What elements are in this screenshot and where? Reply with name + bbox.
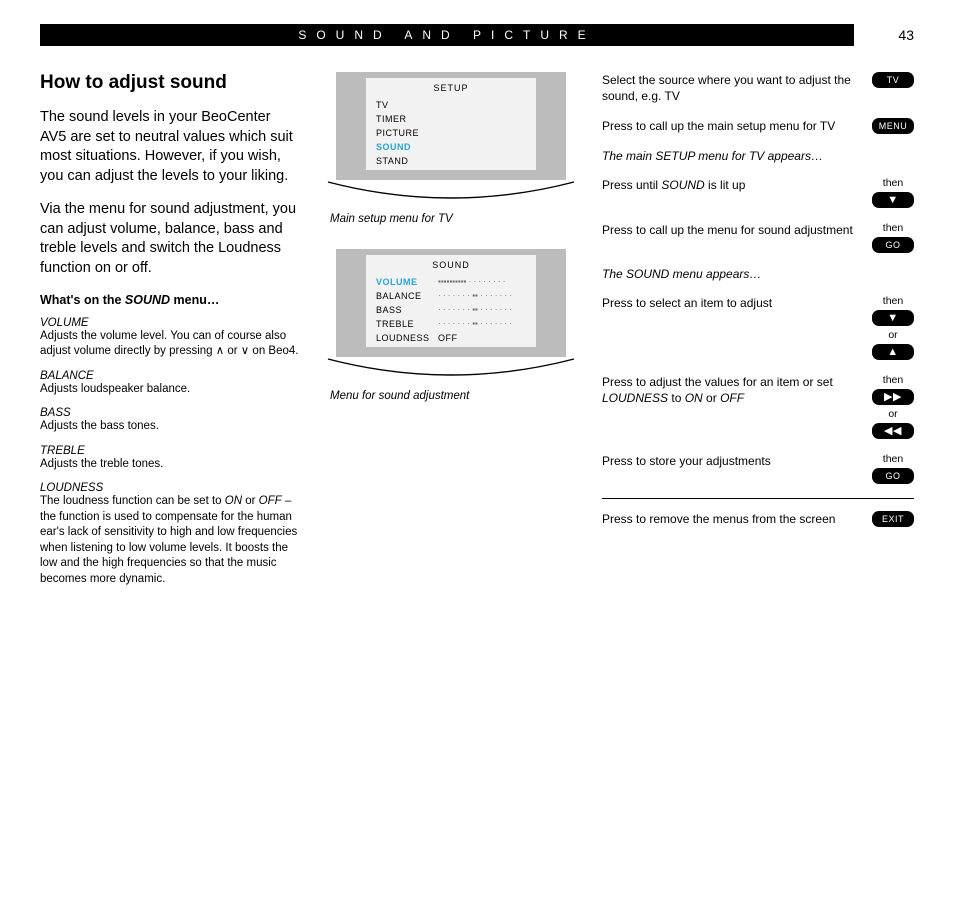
step-select-item: Press to select an item to adjust then ▼…: [602, 295, 914, 360]
note-setup-appears: The main SETUP menu for TV appears…: [602, 149, 914, 163]
sound-item-bass: BASS· · · · · · · ▪▪ · · · · · · ·: [366, 303, 536, 317]
step-press-until-sound: Press until SOUND is lit up then ▼: [602, 177, 914, 208]
section-title: SOUND AND PICTURE: [40, 24, 854, 46]
sound-item-loudness: LOUDNESSOFF: [366, 331, 536, 345]
page-number: 43: [854, 27, 914, 43]
go-button[interactable]: GO: [872, 468, 914, 484]
right-column: Select the source where you want to adju…: [602, 72, 914, 587]
desc-volume: Adjusts the volume level. You can of cou…: [40, 329, 300, 360]
note-sound-appears: The SOUND menu appears…: [602, 267, 914, 281]
sound-item-volume: VOLUME▪▪▪▪▪▪▪▪▪▪ · · · · · · · ·: [366, 275, 536, 289]
page-header: SOUND AND PICTURE 43: [40, 24, 914, 46]
sound-item-balance: BALANCE· · · · · · · ▪▪ · · · · · · ·: [366, 289, 536, 303]
or-label: or: [888, 329, 897, 341]
sound-item-treble: TREBLE· · · · · · · ▪▪ · · · · · · ·: [366, 317, 536, 331]
panel-shadow-curve: [326, 180, 576, 202]
desc-bass: Adjusts the bass tones.: [40, 419, 300, 435]
setup-menu-figure: SETUP TVTIMERPICTURESOUNDSTAND: [326, 72, 576, 205]
then-label: then: [883, 453, 903, 465]
term-balance: BALANCE: [40, 370, 300, 382]
setup-item-stand: STAND: [366, 154, 536, 168]
setup-item-sound: SOUND: [366, 140, 536, 154]
intro-para-2: Via the menu for sound adjustment, you c…: [40, 200, 300, 278]
fwd-button[interactable]: ▶▶: [872, 389, 914, 405]
panel2-title: SOUND: [366, 257, 536, 275]
term-volume: VOLUME: [40, 317, 300, 329]
intro-para-1: The sound levels in your BeoCenter AV5 a…: [40, 108, 300, 186]
step-main-menu: Press to call up the main setup menu for…: [602, 118, 914, 134]
panel-shadow-curve: [326, 357, 576, 379]
desc-balance: Adjusts loudspeaker balance.: [40, 382, 300, 398]
setup-item-tv: TV: [366, 98, 536, 112]
up-button[interactable]: ▲: [872, 344, 914, 360]
page-title: How to adjust sound: [40, 72, 300, 94]
then-label: then: [883, 374, 903, 386]
setup-item-timer: TIMER: [366, 112, 536, 126]
then-label: then: [883, 222, 903, 234]
term-loudness: LOUDNESS: [40, 482, 300, 494]
rew-button[interactable]: ◀◀: [872, 423, 914, 439]
go-button[interactable]: GO: [872, 237, 914, 253]
sound-menu-heading: What's on the SOUND menu…: [40, 293, 300, 307]
left-column: How to adjust sound The sound levels in …: [40, 72, 300, 587]
term-bass: BASS: [40, 407, 300, 419]
term-treble: TREBLE: [40, 445, 300, 457]
desc-treble: Adjusts the treble tones.: [40, 457, 300, 473]
sound-menu-figure: SOUND VOLUME▪▪▪▪▪▪▪▪▪▪ · · · · · · · ·BA…: [326, 249, 576, 382]
then-label: then: [883, 177, 903, 189]
panel2-caption: Menu for sound adjustment: [330, 390, 576, 402]
down-button[interactable]: ▼: [872, 310, 914, 326]
step-store: Press to store your adjustments then GO: [602, 453, 914, 484]
down-button[interactable]: ▼: [872, 192, 914, 208]
then-label: then: [883, 295, 903, 307]
or-label: or: [888, 408, 897, 420]
step-select-source: Select the source where you want to adju…: [602, 72, 914, 104]
panel1-title: SETUP: [366, 80, 536, 98]
step-open-sound-menu: Press to call up the menu for sound adju…: [602, 222, 914, 253]
exit-button[interactable]: EXIT: [872, 511, 914, 527]
step-adjust-values: Press to adjust the values for an item o…: [602, 374, 914, 439]
tv-button[interactable]: TV: [872, 72, 914, 88]
middle-column: SETUP TVTIMERPICTURESOUNDSTAND Main setu…: [326, 72, 576, 587]
panel1-caption: Main setup menu for TV: [330, 213, 576, 225]
step-exit: Press to remove the menus from the scree…: [602, 511, 914, 527]
setup-item-picture: PICTURE: [366, 126, 536, 140]
divider: [602, 498, 914, 499]
menu-button[interactable]: MENU: [872, 118, 914, 134]
desc-loudness: The loudness function can be set to ON o…: [40, 494, 300, 587]
